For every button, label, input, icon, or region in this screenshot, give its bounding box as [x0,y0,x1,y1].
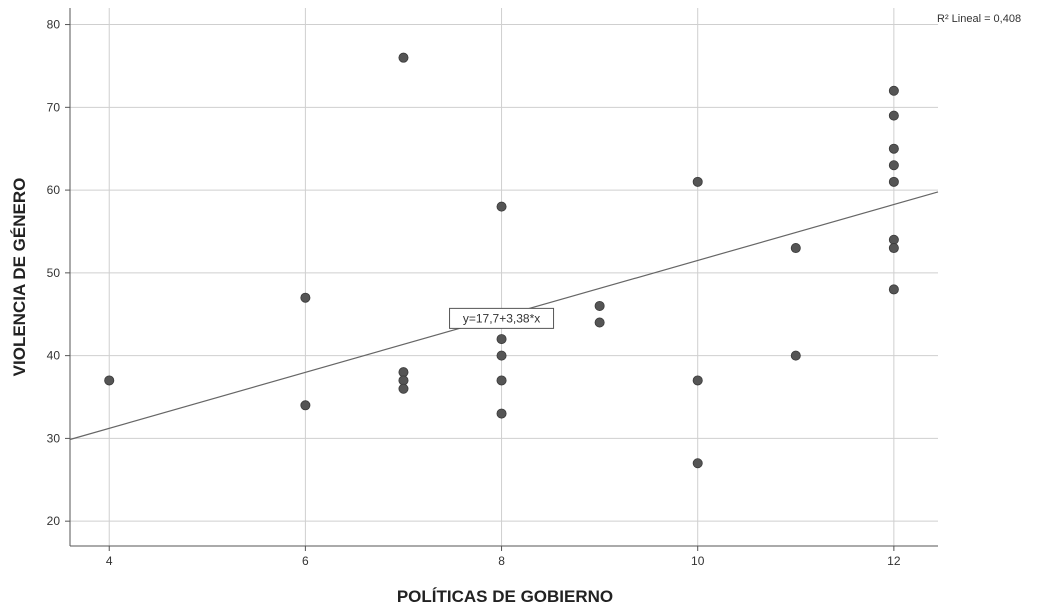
y-tick-label: 80 [47,18,61,32]
data-point [889,285,898,294]
data-point [595,318,604,327]
y-tick-label: 40 [47,349,61,363]
data-point [889,111,898,120]
data-point [399,53,408,62]
x-tick-label: 4 [106,554,113,568]
data-point [497,376,506,385]
y-tick-label: 60 [47,183,61,197]
data-point [889,86,898,95]
y-tick-label: 50 [47,266,61,280]
data-point [497,351,506,360]
data-point [301,401,310,410]
data-point [889,235,898,244]
data-point [791,351,800,360]
data-point [889,177,898,186]
grid-lines [70,8,938,546]
x-tick-label: 6 [302,554,309,568]
data-point [497,409,506,418]
data-point [301,293,310,302]
data-point [693,459,702,468]
data-point [693,177,702,186]
x-axis-title: POLÍTICAS DE GOBIERNO [397,587,613,606]
data-point [889,161,898,170]
data-point [497,202,506,211]
y-tick-label: 70 [47,100,61,114]
data-point [889,144,898,153]
x-tick-label: 12 [887,554,901,568]
y-tick-label: 20 [47,514,61,528]
data-point [791,243,800,252]
tick-labels: 4 6 8 10 12 20 30 40 50 60 70 80 [47,18,901,568]
data-point [595,301,604,310]
annotations: y=17,7+3,38*x [450,308,554,328]
r2-label: R² Lineal = 0,408 [937,13,1021,25]
data-point [399,376,408,385]
y-tick-label: 30 [47,431,61,445]
data-point [105,376,114,385]
data-point [889,243,898,252]
x-tick-label: 10 [691,554,705,568]
x-tick-label: 8 [498,554,505,568]
data-point [399,384,408,393]
y-axis-title: VIOLENCIA DE GÉNERO [10,178,29,377]
data-point [693,376,702,385]
data-point [497,334,506,343]
equation-label: y=17,7+3,38*x [463,311,540,325]
data-point [399,368,408,377]
